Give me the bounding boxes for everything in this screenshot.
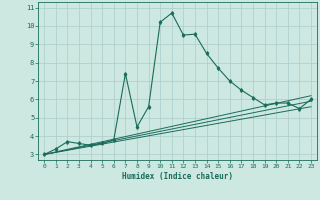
X-axis label: Humidex (Indice chaleur): Humidex (Indice chaleur) [122, 172, 233, 181]
